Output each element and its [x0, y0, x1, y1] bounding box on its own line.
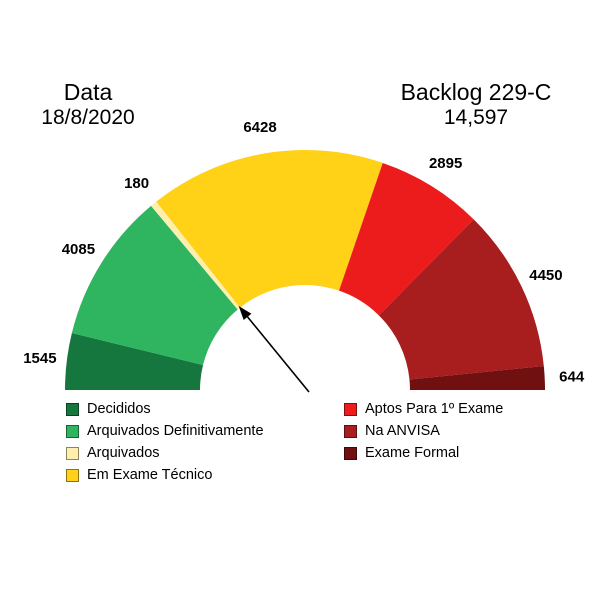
legend-swatch-decididos [66, 402, 79, 416]
date-title: Data [63, 79, 113, 105]
segment-value-label: 4450 [529, 267, 562, 284]
date-value: 18/8/2020 [41, 105, 135, 129]
backlog-title-block: Backlog 229-C 14,597 [360, 79, 592, 129]
backlog-title: Backlog 229-C [400, 79, 552, 105]
backlog-total-value: 14,597 [443, 105, 509, 129]
legend-label: Arquivados Definitivamente [87, 423, 264, 439]
legend-label: Exame Formal [365, 445, 460, 461]
legend-label: Aptos Para 1º Exame [365, 401, 504, 417]
legend-item-arquivados: Arquivados [66, 442, 264, 464]
legend-item-na-anvisa: Na ANVISA [344, 420, 503, 442]
segment-value-label: 6428 [243, 119, 276, 136]
legend-column-left: Decididos Arquivados Definitivamente Arq… [66, 398, 264, 486]
segment-value-label: 4085 [62, 241, 95, 258]
gauge-segment-4 [339, 162, 474, 316]
legend-item-exame-formal: Exame Formal [344, 442, 503, 464]
legend-swatch-exame-formal [344, 446, 357, 460]
legend-label: Decididos [87, 401, 151, 417]
gauge-segment-1 [71, 205, 238, 366]
legend-column-right: Aptos Para 1º Exame Na ANVISA Exame Form… [344, 398, 503, 464]
legend-swatch-na-anvisa [344, 424, 357, 438]
legend-swatch-arquivados [66, 446, 79, 460]
legend-label: Arquivados [87, 445, 160, 461]
gauge-segment-5 [378, 219, 544, 380]
segment-value-label: 2895 [429, 155, 462, 172]
date-title-block: Data 18/8/2020 [8, 79, 168, 129]
legend-swatch-arquivados-definitivamente [66, 424, 79, 438]
legend-item-arquivados-definitivamente: Arquivados Definitivamente [66, 420, 264, 442]
legend-swatch-aptos-para-1-exame [344, 402, 357, 416]
segment-value-label: 180 [124, 175, 149, 192]
segment-value-label: 1545 [23, 350, 56, 367]
segment-value-label: 644 [559, 369, 585, 386]
gauge-segment-3 [156, 149, 383, 308]
annotation-arrow-line [246, 316, 310, 393]
legend-item-decididos: Decididos [66, 398, 264, 420]
legend-label: Em Exame Técnico [87, 467, 213, 483]
legend-item-em-exame-tecnico: Em Exame Técnico [66, 464, 264, 486]
gauge-segment-0 [65, 332, 204, 390]
gauge-segment-2 [151, 201, 240, 310]
legend-swatch-em-exame-tecnico [66, 468, 79, 482]
annotation-arrow-head [238, 306, 252, 321]
legend-item-aptos-para-1-exame: Aptos Para 1º Exame [344, 398, 503, 420]
legend-label: Na ANVISA [365, 423, 440, 439]
gauge-segment-6 [409, 366, 545, 390]
